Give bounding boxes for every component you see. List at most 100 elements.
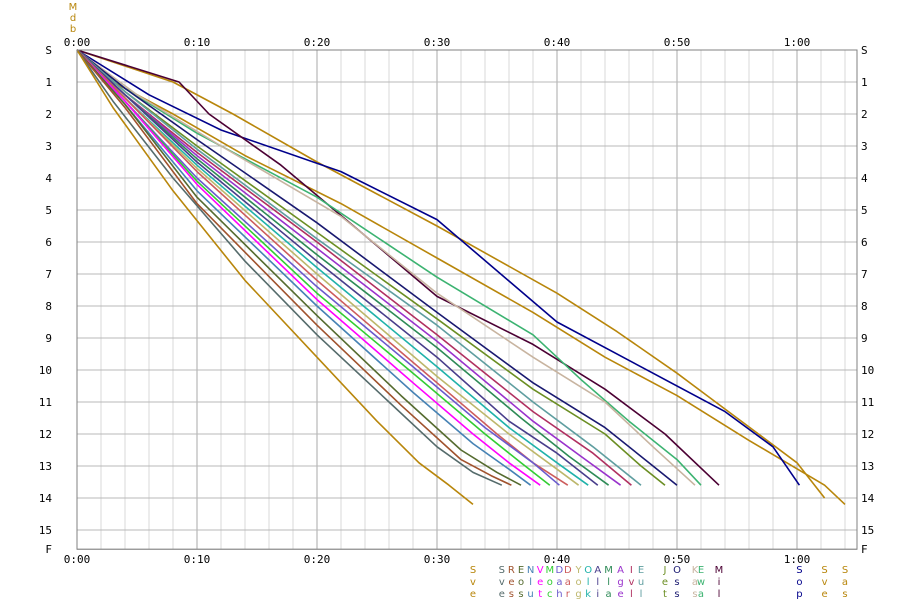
series-label-char: a (565, 577, 571, 588)
series-label-char: Y (575, 565, 583, 576)
series-label-char: S (470, 565, 476, 576)
series-label-char: O (673, 565, 681, 576)
y-tick-label-left: 15 (39, 524, 52, 537)
y-tick-label-right: F (861, 543, 868, 556)
series-line-ewa (76, 49, 702, 486)
series-label-char: l (630, 589, 633, 600)
series-label-char: i (718, 577, 721, 588)
y-tick-label-left: 8 (45, 300, 52, 313)
y-tick-label-left: 1 (45, 76, 52, 89)
y-tick-label-right: 1 (861, 76, 868, 89)
series-label-char: v (628, 577, 634, 588)
y-tick-label-left: 5 (45, 204, 52, 217)
series-label-char: v (499, 577, 505, 588)
y-tick-label-right: 7 (861, 268, 868, 281)
series-label-char: M (715, 565, 724, 576)
series-label-char: a (556, 577, 562, 588)
series-label-char: V (537, 565, 544, 576)
x-tick-label-bottom: 0:00 (64, 553, 91, 566)
series-label-char: s (674, 589, 679, 600)
x-tick-label-top: 0:40 (544, 36, 571, 49)
series-label-char: i (596, 589, 599, 600)
series-line-eos (76, 49, 522, 486)
series-line-sve (76, 49, 503, 486)
series-label-char: e (662, 577, 668, 588)
series-line-kas (76, 49, 696, 486)
y-tick-label-right: 10 (861, 364, 874, 377)
y-tick-label-left: 14 (39, 492, 53, 505)
series-label-char: O (584, 565, 592, 576)
series-label-char: p (796, 589, 802, 600)
series-label-char: o (796, 577, 802, 588)
series-label-char: e (508, 577, 514, 588)
y-tick-label-right: 9 (861, 332, 868, 345)
x-tick-label-top: 0:50 (664, 36, 691, 49)
x-tick-label-bottom: 0:40 (544, 553, 571, 566)
series-label-char: S (796, 565, 802, 576)
y-tick-label-right: 3 (861, 140, 868, 153)
series-line-mil (76, 49, 720, 486)
series-label-char: s (692, 589, 697, 600)
x-tick-label-bottom: 0:50 (664, 553, 691, 566)
y-tick-label-right: 12 (861, 428, 874, 441)
y-tick-label-left: 12 (39, 428, 52, 441)
series-line-sve2 (76, 49, 474, 506)
series-label-char: t (538, 589, 542, 600)
series-label-char: l (587, 577, 590, 588)
series-label-char: E (518, 565, 524, 576)
series-label-char: g (617, 577, 623, 588)
x-tick-label-bottom: 0:20 (304, 553, 331, 566)
series-label-char: l (596, 577, 599, 588)
top-marker: Mdb (69, 2, 78, 35)
series-label-char: s (509, 589, 514, 600)
y-tick-label-left: 3 (45, 140, 52, 153)
x-tick-label-bottom: 0:10 (184, 553, 211, 566)
series-label-char: o (518, 577, 524, 588)
y-tick-label-left: 11 (39, 396, 52, 409)
series-label-char: M (545, 565, 554, 576)
y-tick-label-right: S (861, 44, 868, 57)
series-label-char: c (547, 589, 553, 600)
series-label-char: l (718, 589, 721, 600)
series-label-char: o (547, 577, 553, 588)
series-label-char: J (663, 565, 667, 576)
series-label-char: v (822, 577, 828, 588)
series-label-char: K (692, 565, 699, 576)
series-line-yog (76, 49, 580, 486)
series-label-char: A (594, 565, 601, 576)
series-label-char: u (638, 577, 644, 588)
y-tick-label-left: F (45, 543, 52, 556)
series-label-char: w (697, 577, 705, 588)
series-label-char: s (674, 577, 679, 588)
x-tick-label-top: 0:00 (64, 36, 91, 49)
y-tick-label-right: 6 (861, 236, 868, 249)
series-label-char: D (556, 565, 564, 576)
series-label-char: E (698, 565, 704, 576)
top-marker-char: b (70, 24, 76, 35)
series-label-char: l (529, 577, 532, 588)
series-line-vet (76, 49, 541, 486)
series-label-char: R (508, 565, 515, 576)
series-label-char: h (556, 589, 562, 600)
x-tick-label-bottom: 0:30 (424, 553, 451, 566)
chart-axes: 0:00 0:00 0:10 0:10 0:20 0:20 0:30 0:30 0:40 0:40… (39, 36, 875, 566)
series-label-char: k (585, 589, 591, 600)
series-line-oss (76, 49, 678, 486)
y-tick-label-right: 13 (861, 460, 874, 473)
series-line-eul (76, 49, 642, 486)
series-label-char: r (566, 589, 571, 600)
series-label-char: a (692, 577, 698, 588)
y-tick-label-right: 5 (861, 204, 868, 217)
y-tick-label-left: 4 (45, 172, 52, 185)
series-line-res (76, 49, 512, 486)
chart-series (76, 49, 846, 506)
y-tick-label-right: 14 (861, 492, 875, 505)
series-label-char: a (606, 589, 612, 600)
series-label-char: l (640, 589, 643, 600)
y-tick-label-right: 4 (861, 172, 868, 185)
y-tick-label-left: 7 (45, 268, 52, 281)
series-label-char: e (499, 589, 505, 600)
y-tick-label-left: S (45, 44, 52, 57)
y-tick-label-left: 13 (39, 460, 52, 473)
